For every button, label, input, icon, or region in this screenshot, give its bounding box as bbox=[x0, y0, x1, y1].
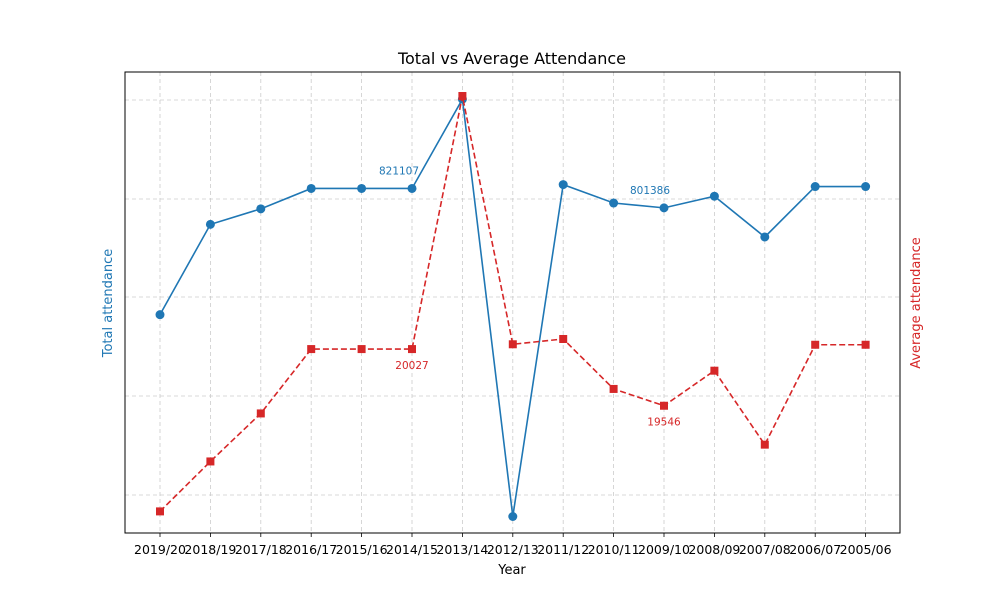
data-point-left bbox=[760, 232, 770, 242]
x-tick-label: 2019/20 bbox=[134, 542, 186, 557]
x-tick-label: 2005/06 bbox=[840, 542, 892, 557]
data-point-right bbox=[156, 507, 164, 516]
data-point-left bbox=[357, 183, 367, 193]
data-point-left bbox=[407, 183, 417, 193]
x-tick-label: 2006/07 bbox=[789, 542, 841, 557]
chart-title: Total vs Average Attendance bbox=[397, 49, 626, 68]
data-point-right bbox=[408, 345, 416, 354]
data-point-left bbox=[810, 182, 820, 192]
data-point-right bbox=[508, 340, 517, 349]
data-point-left bbox=[205, 219, 215, 229]
x-tick-label: 2014/15 bbox=[386, 542, 438, 557]
x-axis: 2019/202018/192017/182016/172015/162014/… bbox=[134, 533, 892, 557]
x-tick-label: 2009/10 bbox=[638, 542, 690, 557]
x-tick-label: 2016/17 bbox=[285, 542, 337, 557]
data-point-left bbox=[155, 310, 165, 320]
data-point-right bbox=[660, 401, 668, 410]
y-axis-right-label: Average attendance bbox=[909, 237, 924, 369]
data-point-left bbox=[558, 180, 568, 190]
x-tick-label: 2013/14 bbox=[436, 542, 488, 557]
data-point-right bbox=[357, 345, 366, 354]
data-annotation: 821107 bbox=[379, 165, 419, 177]
series-layer bbox=[155, 92, 871, 522]
data-point-right bbox=[559, 334, 568, 343]
plot-frame bbox=[124, 71, 901, 534]
x-tick-label: 2007/08 bbox=[739, 542, 791, 557]
data-point-left bbox=[256, 204, 266, 214]
data-point-left bbox=[508, 512, 518, 522]
data-point-left bbox=[609, 198, 619, 208]
data-annotation: 19546 bbox=[647, 417, 681, 429]
data-point-right bbox=[307, 345, 316, 354]
x-tick-label: 2010/11 bbox=[588, 542, 640, 557]
data-point-right bbox=[861, 340, 870, 349]
data-point-left bbox=[659, 203, 669, 213]
x-axis-label: Year bbox=[497, 563, 526, 578]
data-point-right bbox=[760, 440, 769, 449]
grid bbox=[125, 72, 900, 533]
series-line-right bbox=[159, 95, 866, 512]
data-annotation: 20027 bbox=[395, 360, 428, 372]
data-point-right bbox=[710, 366, 719, 375]
x-tick-label: 2017/18 bbox=[235, 542, 287, 557]
data-point-right bbox=[206, 457, 215, 466]
x-tick-label: 2015/16 bbox=[336, 542, 388, 557]
x-tick-label: 2018/19 bbox=[184, 542, 236, 557]
data-point-right bbox=[811, 340, 820, 349]
x-tick-label: 2011/12 bbox=[537, 542, 589, 557]
data-point-left bbox=[861, 182, 871, 192]
data-point-right bbox=[458, 92, 467, 101]
data-point-right bbox=[609, 384, 618, 393]
data-point-left bbox=[709, 191, 719, 201]
annotations: 821107 801386 20027 19546 bbox=[379, 165, 681, 428]
data-point-right bbox=[256, 409, 265, 418]
x-tick-label: 2008/09 bbox=[688, 542, 740, 557]
data-point-left bbox=[306, 183, 316, 193]
x-tick-label: 2012/13 bbox=[487, 542, 539, 557]
data-annotation: 801386 bbox=[630, 185, 670, 197]
y-axis-left-label: Total attendance bbox=[101, 249, 116, 359]
